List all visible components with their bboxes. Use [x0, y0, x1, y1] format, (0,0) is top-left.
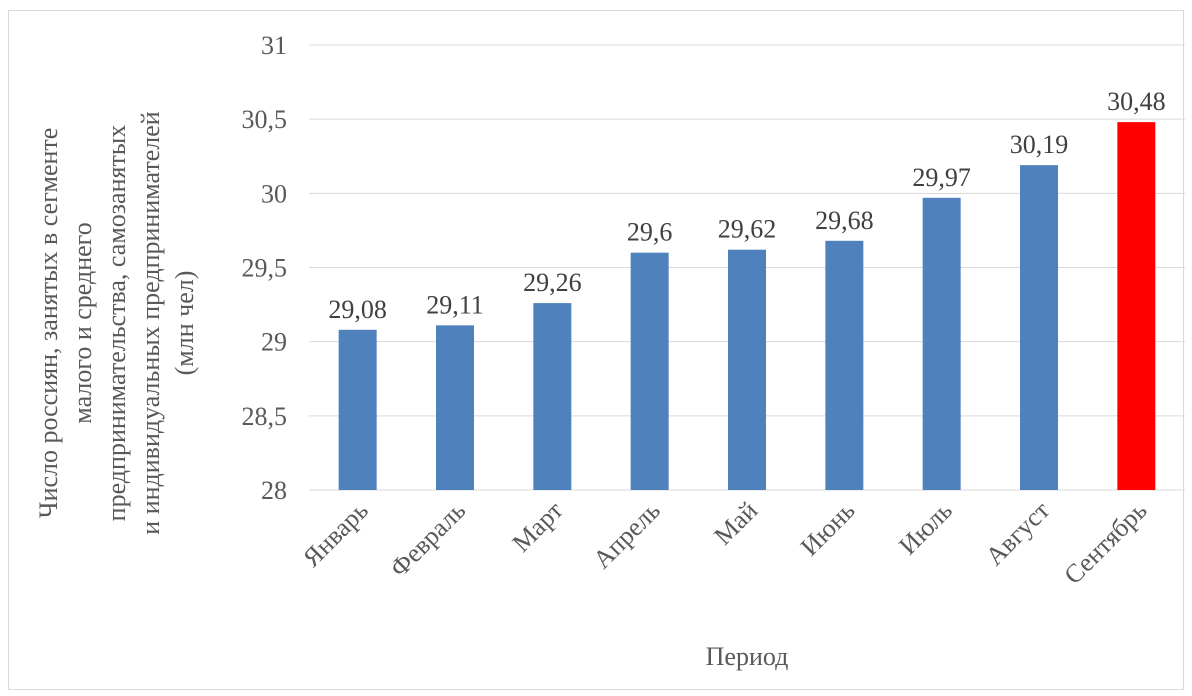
bar [728, 249, 766, 490]
y-tick-label: 28 [261, 476, 287, 505]
data-label: 29,97 [912, 163, 971, 192]
bar [1117, 122, 1156, 490]
x-tick-label: Июль [893, 496, 958, 561]
chart-frame: 28 28,5 29 29,5 30 30,5 31 29,08 29,11 29,26 29,6… [8, 10, 1185, 690]
x-tick-label: Февраль [384, 496, 471, 583]
data-label: 29,26 [523, 268, 582, 297]
y-axis-ticks: 28 28,5 29 29,5 30 30,5 31 [242, 31, 288, 505]
y-axis-title-line: Число россиян, занятых в сегменте [34, 128, 63, 519]
y-tick-label: 29,5 [242, 254, 288, 283]
data-label: 30,19 [1010, 130, 1069, 159]
y-axis-title-line: и индивидуальных предпринимателей [136, 111, 165, 535]
data-label: 29,08 [328, 295, 387, 324]
x-tick-label: Май [708, 496, 763, 551]
y-axis-title-line: предпринимательства, самозанятых [102, 125, 131, 522]
bar [630, 252, 669, 490]
data-labels: 29,08 29,11 29,26 29,6 29,62 29,68 29,97 30,19 3… [328, 87, 1165, 324]
data-label: 29,6 [627, 218, 673, 247]
bar [436, 325, 474, 490]
x-tick-label: Июнь [795, 496, 861, 562]
bar [533, 303, 572, 490]
x-axis-title: Период [706, 642, 789, 671]
bars [338, 122, 1156, 491]
bar [1020, 165, 1058, 490]
x-tick-label: Август [980, 496, 1055, 571]
x-axis-ticks: Январь Февраль Март Апрель Май Июнь Июль Август… [297, 496, 1153, 590]
data-label: 29,68 [815, 206, 874, 235]
y-tick-label: 31 [261, 31, 287, 60]
y-tick-label: 30 [261, 179, 287, 208]
bar-chart: 28 28,5 29 29,5 30 30,5 31 29,08 29,11 29,26 29,6… [34, 31, 1185, 671]
y-tick-label: 30,5 [242, 105, 288, 134]
y-axis-title-line: малого и среднего [68, 222, 97, 423]
x-tick-label: Март [507, 496, 569, 558]
bar [338, 329, 377, 490]
y-tick-label: 28,5 [242, 402, 288, 431]
y-axis-title-line: (млн чел) [170, 271, 199, 376]
x-tick-label: Сентябрь [1058, 496, 1152, 590]
data-label: 30,48 [1107, 87, 1166, 116]
x-tick-label: Апрель [587, 496, 666, 575]
y-axis-title: Число россиян, занятых в сегменте малого … [34, 111, 199, 535]
x-tick-label: Январь [297, 496, 374, 573]
bar [825, 240, 864, 490]
y-tick-label: 29 [261, 328, 287, 357]
data-label: 29,11 [426, 290, 484, 319]
bar [922, 197, 961, 491]
data-label: 29,62 [718, 215, 777, 244]
